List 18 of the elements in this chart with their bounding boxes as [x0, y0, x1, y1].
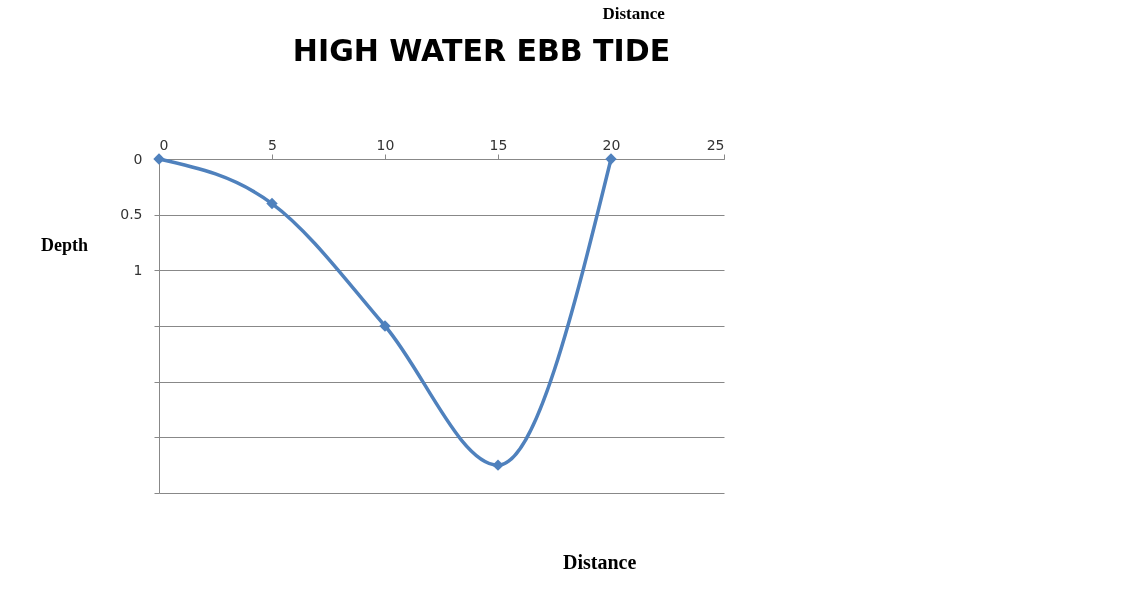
x-tick-label: 5: [268, 136, 277, 153]
x-tick-label: 10: [376, 136, 395, 153]
text: Distance: [563, 551, 637, 573]
point: [605, 153, 617, 165]
point: [153, 153, 165, 165]
chart-title: HIGH WATER EBB TIDE: [292, 33, 671, 68]
point: [379, 320, 391, 332]
x-tick-label: 0: [159, 136, 169, 153]
y-tick-label: 1: [133, 261, 143, 278]
y-tick-label: 0: [133, 150, 143, 167]
text: Distance: [602, 4, 666, 23]
y-tick-label: 0.5: [120, 206, 143, 223]
point: [492, 459, 504, 471]
x-tick-label: 25: [706, 136, 725, 153]
x-tick-label: 20: [602, 136, 621, 153]
point: [266, 197, 278, 210]
x-tick-label: 15: [489, 136, 508, 153]
y-axis-title: Depth: [40, 234, 89, 255]
